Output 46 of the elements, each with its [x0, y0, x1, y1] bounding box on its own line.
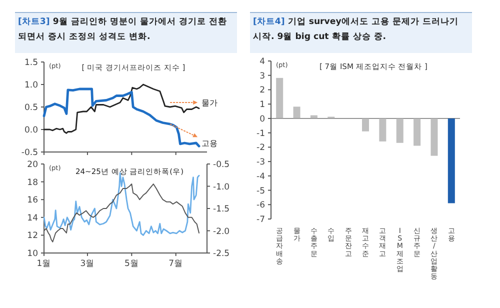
bar [362, 118, 369, 132]
y-tick-label: 3 [260, 71, 265, 82]
y-tick-label: 20 [27, 160, 38, 170]
y-tick-label: -3 [256, 158, 265, 168]
y-tick-label: -6 [256, 200, 265, 211]
y-tick-label: 12 [27, 231, 38, 242]
y2-tick-label: -0.5 [213, 160, 230, 170]
y-tick-label: -7 [256, 215, 265, 225]
x-tick-label: 5월 [124, 259, 139, 269]
annotation: 물가 [202, 98, 218, 108]
y-tick-label: 4 [260, 57, 265, 67]
bar [293, 106, 300, 118]
y-tick-label: 18 [27, 178, 38, 188]
y-tick-label: 1 [260, 100, 265, 110]
y-tick-label: 14 [27, 213, 38, 224]
bar [276, 78, 284, 118]
y-tick-label: -0.5 [21, 148, 38, 158]
y2-tick-label: -1.0 [213, 182, 230, 192]
y-tick-label: 0 [260, 114, 265, 124]
chart-title: [차트4] 기업 survey에서도 고용 문제가 드러나기 시작. 9월 big cut 확률 상승 중. [253, 16, 460, 44]
line-series [43, 84, 200, 134]
y-tick-label: -1 [256, 128, 265, 139]
x-tick-label: 3월 [80, 259, 95, 269]
y-tick-label: 10 [27, 249, 38, 259]
y-tick-label: -5 [256, 186, 265, 196]
annotation: 고용 [202, 139, 218, 148]
y2-tick-label: -1.5 [213, 204, 230, 214]
line-series [42, 88, 200, 148]
y-tick-label: 0.0 [24, 126, 38, 136]
bar [414, 118, 421, 146]
y-tick-label: 1.0 [24, 80, 38, 90]
y-tick-label: 0.5 [24, 103, 38, 113]
x-tick-label: 7월 [168, 259, 184, 269]
bar [448, 118, 455, 204]
y-tick-label: -4 [256, 172, 265, 182]
y2-tick-label: -2.5 [213, 249, 230, 259]
bar [430, 118, 438, 156]
y-tick-label: 16 [27, 196, 38, 206]
chart-title: [차트3] 9월 금리인하 명분이 물가에서 경기로 전환되면서 증시 조정의 성격도 변화. [18, 16, 228, 44]
bar [379, 118, 386, 142]
x-tick-label: 1월 [36, 259, 52, 269]
y-tick-label: -2 [256, 143, 265, 154]
bar [396, 118, 404, 143]
y-tick-label: 1.5 [24, 58, 38, 68]
y-tick-label: 2 [260, 86, 265, 96]
y2-tick-label: -2.0 [213, 226, 230, 237]
